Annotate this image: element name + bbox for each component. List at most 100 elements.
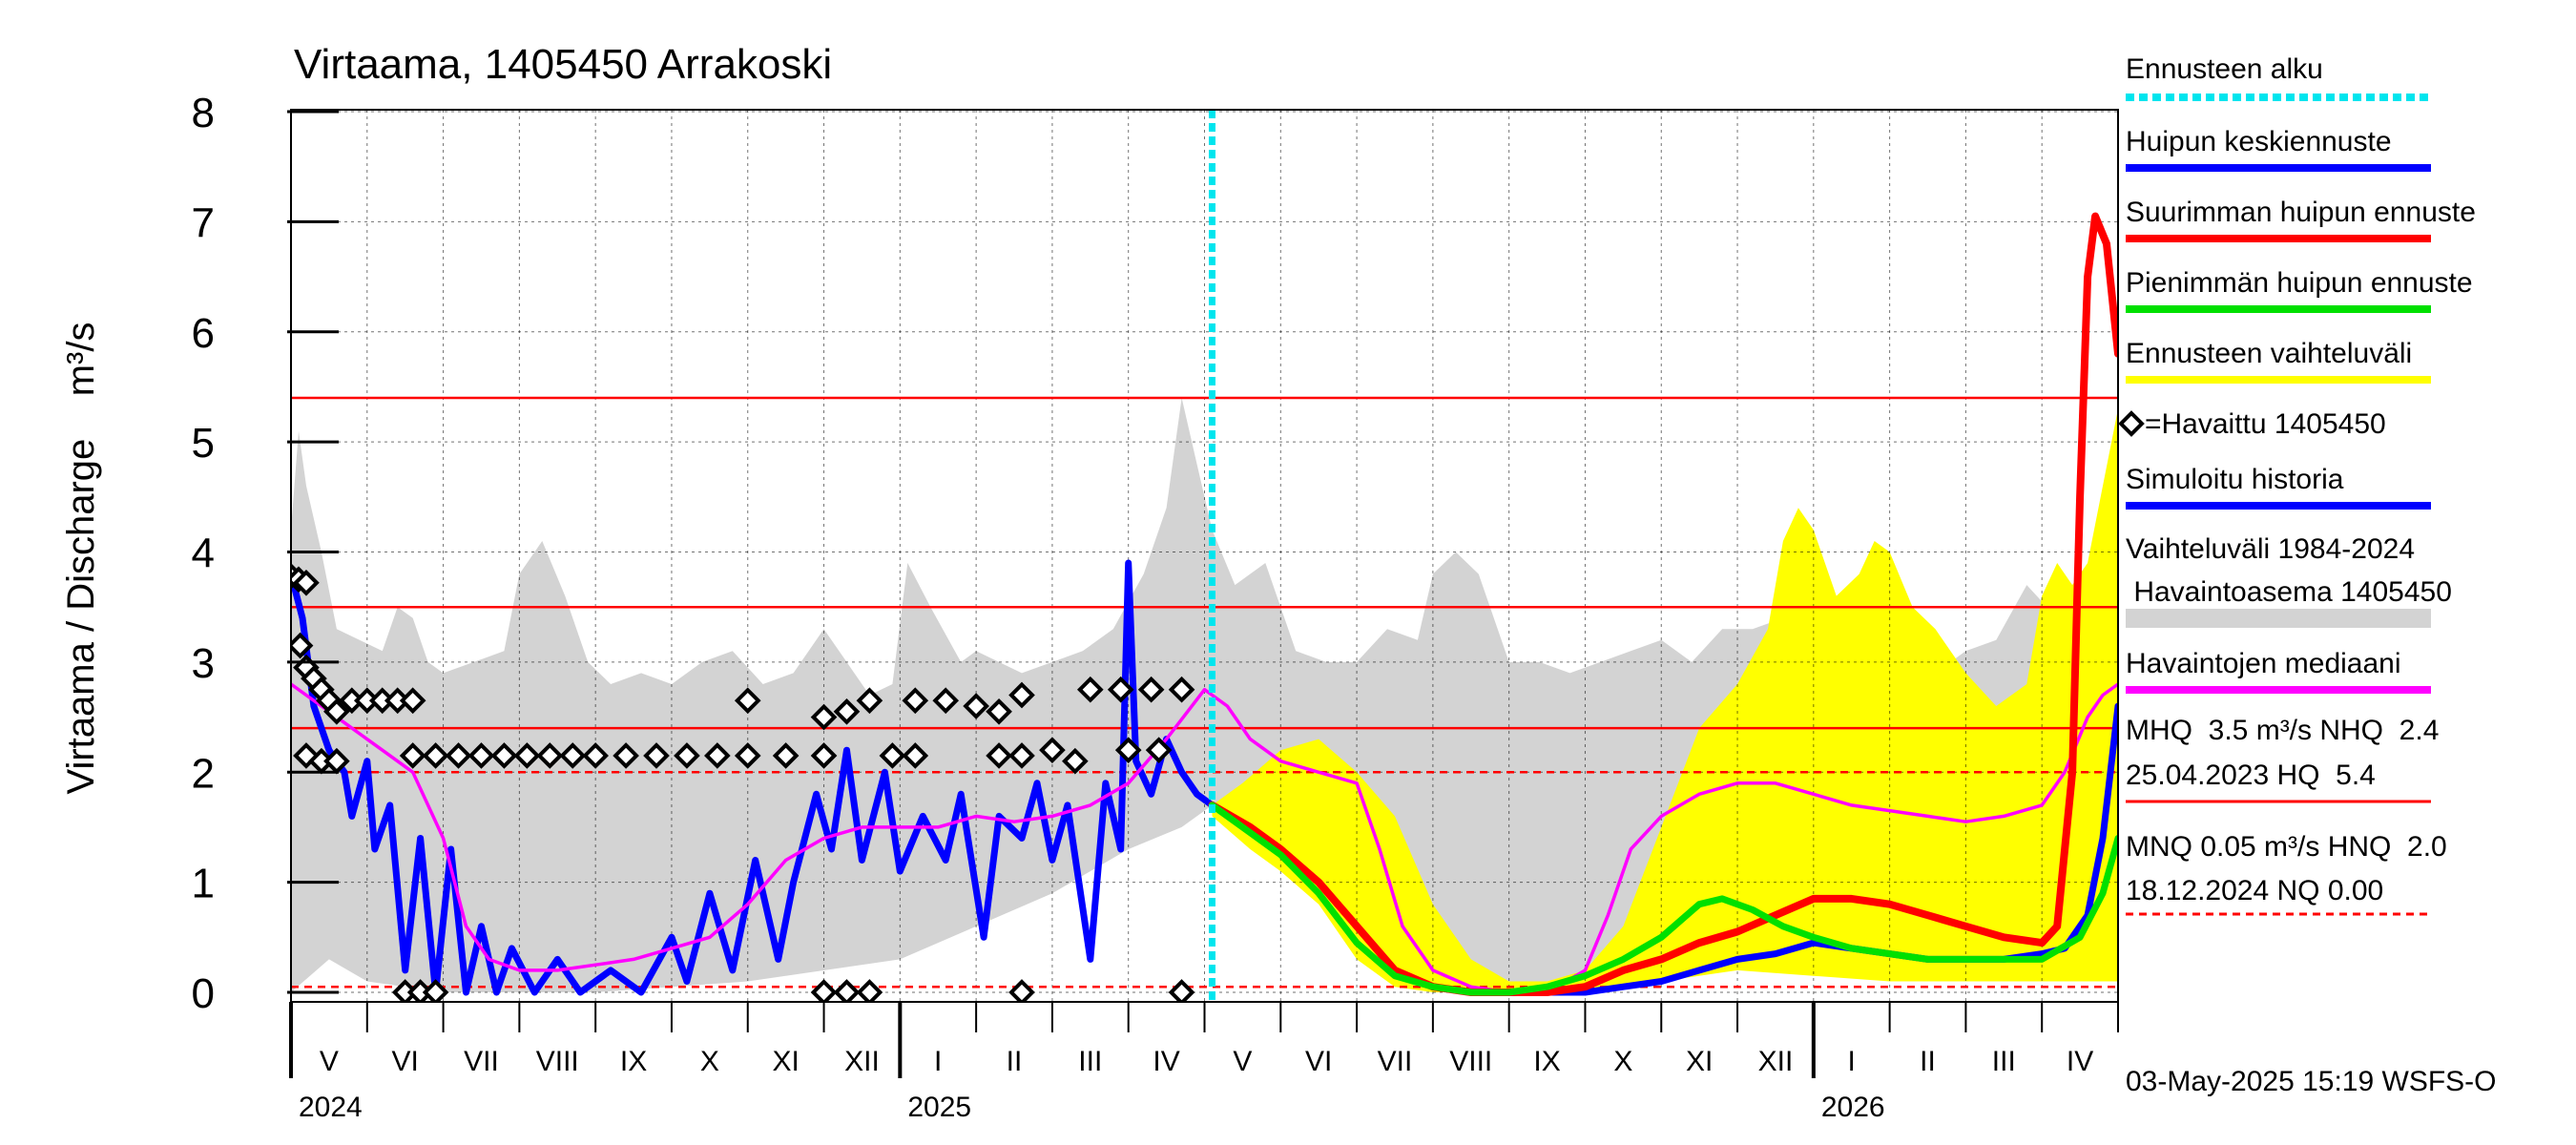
- stats-line-1: MHQ 3.5 m³/s NHQ 2.4: [2126, 715, 2439, 746]
- observed-marker: [833, 697, 861, 725]
- forecast-range-area: [1212, 408, 2118, 992]
- y-tick-label: 6: [192, 310, 215, 357]
- x-month-label: V: [320, 1046, 339, 1077]
- x-month-label: III: [1078, 1046, 1102, 1077]
- observed-marker: [704, 742, 731, 769]
- x-month-label: XI: [1686, 1046, 1713, 1077]
- observed-marker: [833, 979, 861, 1002]
- x-month-label: IX: [1533, 1046, 1560, 1077]
- footer-timestamp: 03-May-2025 15:19 WSFS-O: [2126, 1066, 2497, 1097]
- plot-area: [291, 110, 2118, 1002]
- series-lines: [291, 212, 2118, 996]
- y-tick-label: 3: [192, 640, 215, 687]
- legend-label: Vaihteluväli 1984-2024: [2126, 533, 2415, 565]
- x-month-label: VI: [1305, 1046, 1332, 1077]
- series-simuloitu-historia: [291, 559, 1215, 996]
- observed-marker: [986, 697, 1012, 725]
- y-tick-label: 5: [192, 420, 215, 467]
- x-year-label: 2024: [299, 1092, 363, 1123]
- observed-marker: [1114, 737, 1142, 764]
- legend-swatch-observed: [2118, 410, 2145, 437]
- legend-label: Ennusteen alku: [2126, 53, 2323, 85]
- x-month-label: II: [1007, 1046, 1023, 1077]
- observed-marker: [1039, 737, 1066, 764]
- x-month-label: I: [934, 1046, 942, 1077]
- y-tick-label: 1: [192, 861, 215, 907]
- y-tick-label: 8: [192, 90, 215, 136]
- observed-marker: [399, 742, 426, 769]
- observed-marker: [1168, 676, 1195, 703]
- observed-marker: [1107, 676, 1134, 703]
- stats-line-4: 18.12.2024 NQ 0.00: [2126, 875, 2383, 906]
- x-month-label: IV: [2067, 1046, 2093, 1077]
- stats-block: MHQ 3.5 m³/s NHQ 2.4 25.04.2023 HQ 5.4 M…: [2126, 715, 2447, 916]
- grid: [291, 110, 2118, 1002]
- x-month-label: X: [1613, 1046, 1632, 1077]
- observed-marker: [734, 742, 761, 769]
- x-month-label: XII: [844, 1046, 880, 1077]
- x-month-label: III: [1992, 1046, 2016, 1077]
- x-month-label: I: [1848, 1046, 1856, 1077]
- observed-marker: [399, 687, 426, 715]
- observed-marker: [559, 742, 587, 769]
- observed-marker: [674, 742, 700, 769]
- observed-marker: [810, 742, 838, 769]
- observed-marker: [643, 742, 670, 769]
- legend: Ennusteen alku Huipun keskiennuste Suurimm…: [2118, 53, 2476, 694]
- x-month-label: V: [1233, 1046, 1252, 1077]
- observed-marker: [291, 632, 314, 659]
- series-pienimm-n-huipun-ennuste: [1209, 802, 2118, 996]
- observed-marker: [734, 687, 761, 715]
- y-axis-label: Virtaama / Discharge m³/s: [60, 323, 102, 795]
- legend-label: =Havaittu 1405450: [2145, 408, 2386, 440]
- observed-marker: [536, 742, 564, 769]
- y-tick-label: 0: [192, 970, 215, 1017]
- observed-marker: [1008, 681, 1035, 709]
- chart-title: Virtaama, 1405450 Arrakoski: [294, 41, 832, 88]
- observed-marker: [1145, 737, 1173, 764]
- observed-marker: [467, 742, 495, 769]
- legend-label: Pienimmän huipun ennuste: [2126, 267, 2473, 299]
- observed-marker: [582, 742, 609, 769]
- legend-label: Suurimman huipun ennuste: [2126, 197, 2476, 228]
- observed-marker: [963, 693, 989, 719]
- y-tick-label: 4: [192, 531, 215, 577]
- legend-label: Huipun keskiennuste: [2126, 126, 2392, 157]
- x-month-label: IV: [1153, 1046, 1179, 1077]
- forecast-range-band: [1212, 408, 2118, 992]
- observed-marker: [422, 979, 449, 1002]
- observed-marker: [902, 687, 929, 715]
- legend-label: Ennusteen vaihteluväli: [2126, 338, 2412, 369]
- observed-marker: [810, 703, 838, 731]
- observed-marker: [879, 742, 906, 769]
- observed-marker: [1062, 747, 1089, 775]
- series-havaintojen-mediaani: [291, 682, 2118, 994]
- observed-marker: [323, 697, 350, 725]
- y-tick-label: 2: [192, 750, 215, 797]
- observed-marker: [293, 569, 320, 596]
- observed-markers: [291, 563, 1195, 1002]
- legend-swatch-band: [2126, 609, 2431, 628]
- x-month-label: IX: [620, 1046, 647, 1077]
- observed-marker: [422, 742, 449, 769]
- x-month-label: VII: [1378, 1046, 1413, 1077]
- observed-marker: [1137, 676, 1165, 703]
- x-year-label: 2026: [1821, 1092, 1885, 1123]
- x-month-label: II: [1920, 1046, 1936, 1077]
- y-tick-label: 7: [192, 199, 215, 246]
- x-month-label: VIII: [1449, 1046, 1492, 1077]
- observed-marker: [1008, 742, 1035, 769]
- stats-line-2: 25.04.2023 HQ 5.4: [2126, 760, 2376, 791]
- stats-line-3: MNQ 0.05 m³/s HNQ 2.0: [2126, 831, 2447, 863]
- observed-marker: [902, 742, 929, 769]
- x-month-label: VI: [392, 1046, 419, 1077]
- observed-marker: [1076, 676, 1104, 703]
- observed-marker: [513, 742, 541, 769]
- observed-marker: [932, 687, 960, 715]
- x-month-label: VII: [464, 1046, 499, 1077]
- x-month-label: VIII: [536, 1046, 579, 1077]
- observed-marker: [856, 979, 883, 1002]
- x-month-label: X: [700, 1046, 719, 1077]
